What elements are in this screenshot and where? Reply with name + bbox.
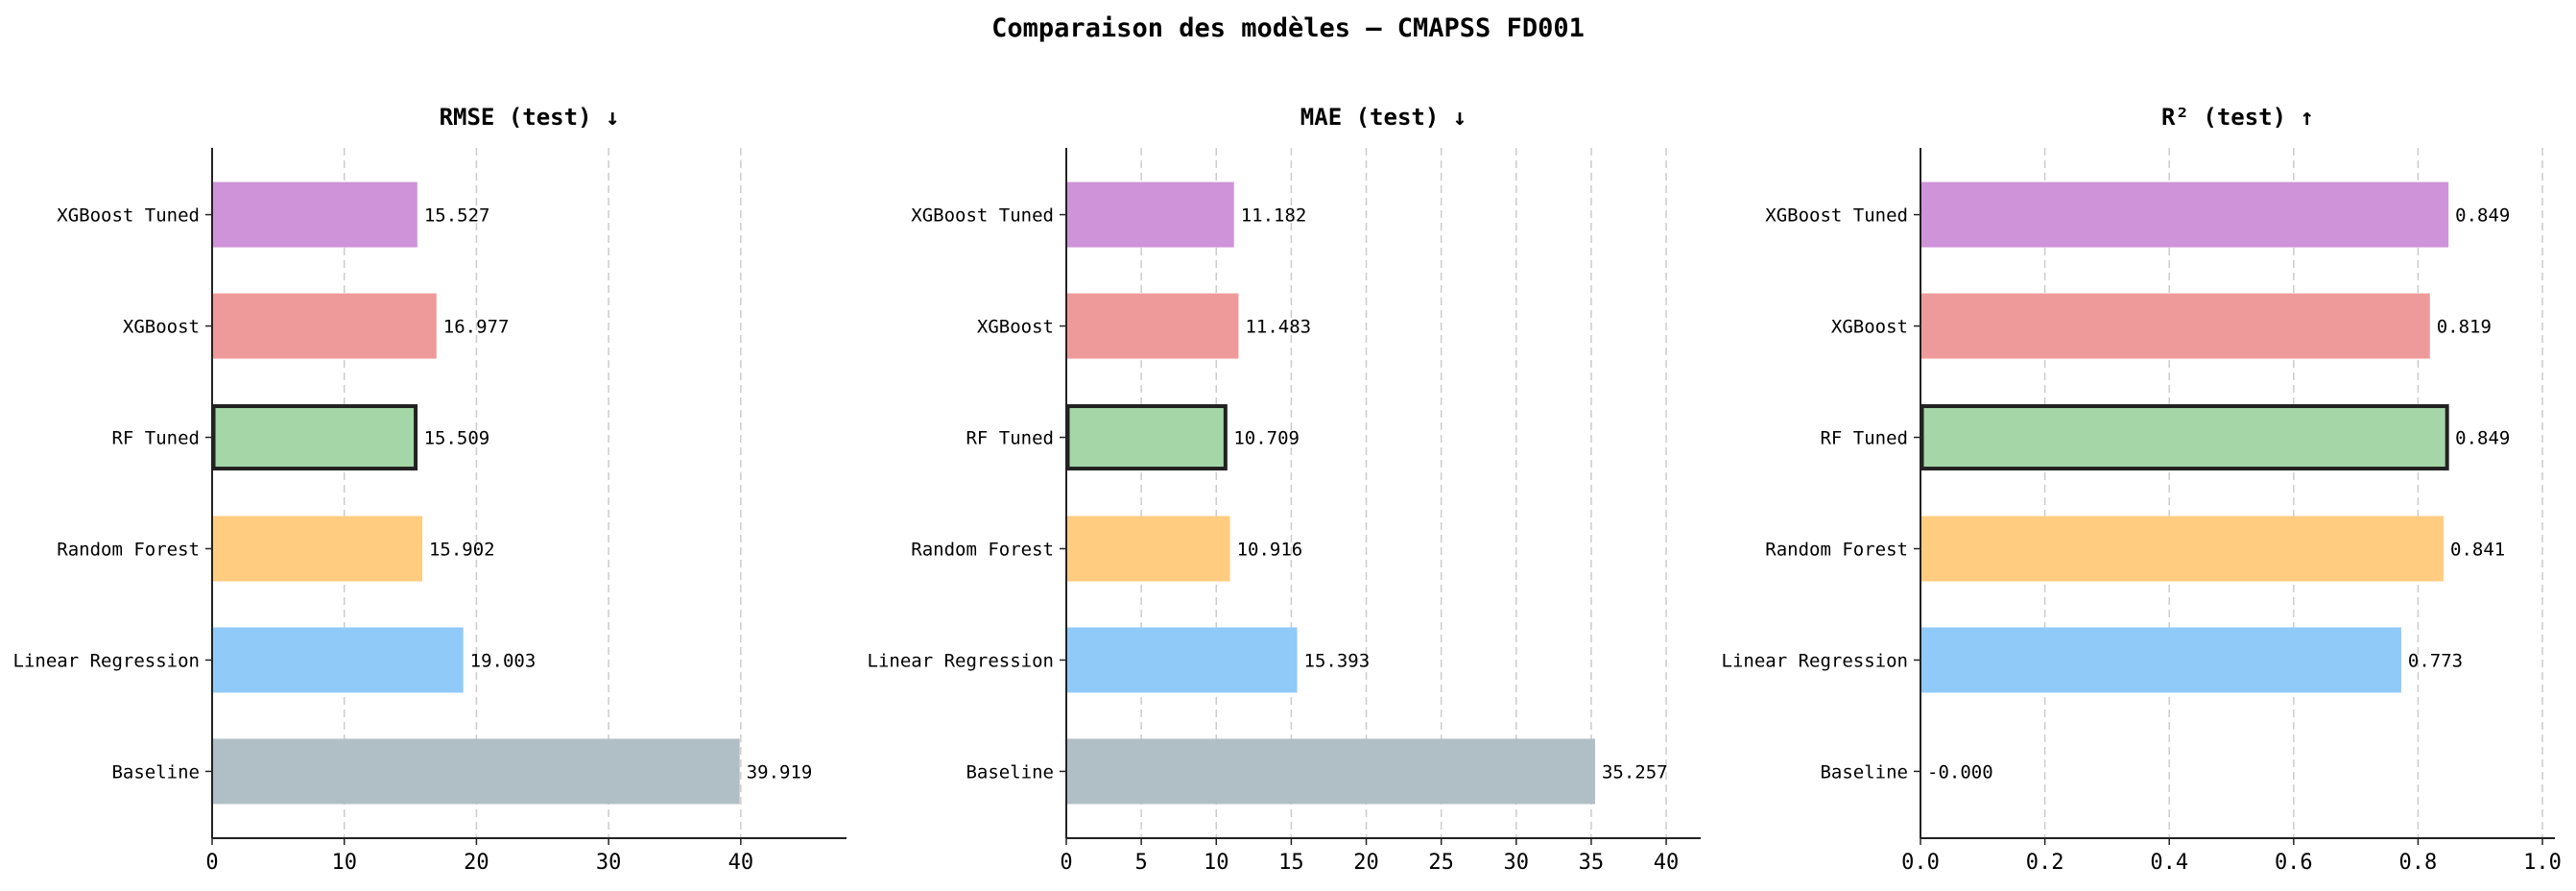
- bar-linear-regression: [1920, 627, 2401, 693]
- bar-xgboost-tuned: [1066, 181, 1234, 248]
- bar-value-label: 15.509: [424, 428, 490, 449]
- y-tick-label: RF Tuned: [966, 428, 1054, 449]
- bar-value-label: 19.003: [470, 650, 537, 671]
- bar-xgboost-tuned: [212, 181, 417, 248]
- bar-value-label: 15.902: [429, 539, 495, 560]
- x-tick-label: 25: [1428, 851, 1454, 875]
- bar-value-label: 0.819: [2437, 317, 2492, 338]
- bar-baseline: [1066, 738, 1595, 805]
- y-tick-label: XGBoost: [1831, 317, 1908, 338]
- bar-value-label: 0.849: [2455, 205, 2510, 227]
- y-tick-label: Linear Regression: [13, 650, 200, 671]
- y-tick-label: Linear Regression: [1722, 650, 1908, 671]
- bar-xgboost: [1066, 293, 1239, 359]
- y-tick-label: RF Tuned: [1820, 428, 1908, 449]
- bar-baseline: [212, 738, 740, 805]
- bar-value-label: 10.709: [1233, 428, 1300, 449]
- x-tick-label: 40: [1654, 851, 1680, 875]
- bar-value-label: 35.257: [1602, 761, 1668, 783]
- x-tick-label: 0.2: [2026, 851, 2064, 875]
- subplot-title: MAE (test) ↓: [1300, 104, 1467, 131]
- bar-rf-tuned: [1065, 404, 1228, 471]
- bar-random-forest: [1066, 516, 1230, 582]
- x-tick-label: 20: [1353, 851, 1379, 875]
- x-tick-label: 20: [464, 851, 489, 875]
- bar-random-forest: [1920, 516, 2445, 582]
- y-tick-label: Random Forest: [57, 539, 200, 560]
- x-tick-label: 10: [331, 851, 357, 875]
- x-tick-label: 0.6: [2275, 851, 2313, 875]
- y-tick-label: XGBoost Tuned: [911, 205, 1054, 227]
- y-tick-label: Baseline: [966, 761, 1054, 783]
- bar-xgboost: [1920, 293, 2430, 359]
- subplot-title: R² (test) ↑: [2161, 104, 2314, 131]
- x-tick-label: 0: [205, 851, 218, 875]
- bar-value-label: -0.000: [1927, 761, 1993, 783]
- bar-value-label: 39.919: [747, 761, 813, 783]
- bar-xgboost-tuned: [1920, 181, 2449, 248]
- bar-xgboost: [212, 293, 437, 359]
- y-tick-label: Baseline: [1820, 761, 1908, 783]
- bar-linear-regression: [212, 627, 464, 693]
- x-tick-label: 1.0: [2523, 851, 2562, 875]
- y-tick-label: XGBoost Tuned: [57, 205, 200, 227]
- bar-value-label: 11.483: [1245, 317, 1311, 338]
- bar-random-forest: [212, 516, 422, 582]
- x-tick-label: 30: [1504, 851, 1530, 875]
- x-tick-label: 5: [1135, 851, 1148, 875]
- y-tick-label: XGBoost Tuned: [1765, 205, 1908, 227]
- y-tick-label: Linear Regression: [868, 650, 1054, 671]
- x-tick-label: 0.4: [2150, 851, 2188, 875]
- y-tick-label: Random Forest: [1765, 539, 1908, 560]
- x-tick-label: 15: [1278, 851, 1304, 875]
- bar-value-label: 15.527: [424, 205, 490, 227]
- bar-value-label: 0.841: [2450, 539, 2505, 560]
- x-tick-label: 10: [1204, 851, 1229, 875]
- bar-value-label: 11.182: [1241, 205, 1307, 227]
- subplot-2: MAE (test) ↓ 0 5 10 15 20 25 30 35 40 35.257 Baseli…: [868, 104, 1701, 875]
- bar-value-label: 16.977: [443, 317, 510, 338]
- bar-rf-tuned: [1920, 404, 2449, 471]
- subplot-title: RMSE (test) ↓: [440, 104, 620, 131]
- x-tick-label: 0: [1060, 851, 1072, 875]
- figure-title: Comparaison des modèles — CMAPSS FD001: [991, 13, 1585, 43]
- subplot-1: RMSE (test) ↓ 0 10 20 30 40 39.919 Baseline 19.0…: [13, 104, 847, 875]
- bar-value-label: 0.773: [2408, 650, 2463, 671]
- x-tick-label: 35: [1579, 851, 1605, 875]
- y-tick-label: Baseline: [111, 761, 200, 783]
- subplot-3: R² (test) ↑ 0.0 0.2 0.4 0.6 0.8 1.0 -0.000 Basel…: [1722, 104, 2562, 875]
- x-tick-label: 40: [728, 851, 754, 875]
- x-tick-label: 0.0: [1901, 851, 1940, 875]
- y-tick-label: XGBoost: [977, 317, 1054, 338]
- bar-rf-tuned: [211, 404, 418, 471]
- bar-value-label: 15.393: [1304, 650, 1371, 671]
- y-tick-label: Random Forest: [911, 539, 1054, 560]
- x-tick-label: 0.8: [2399, 851, 2438, 875]
- x-tick-label: 30: [596, 851, 622, 875]
- bar-value-label: 0.849: [2455, 428, 2510, 449]
- bar-linear-regression: [1066, 627, 1298, 693]
- bar-value-label: 10.916: [1237, 539, 1303, 560]
- y-tick-label: RF Tuned: [111, 428, 200, 449]
- y-tick-label: XGBoost: [123, 317, 200, 338]
